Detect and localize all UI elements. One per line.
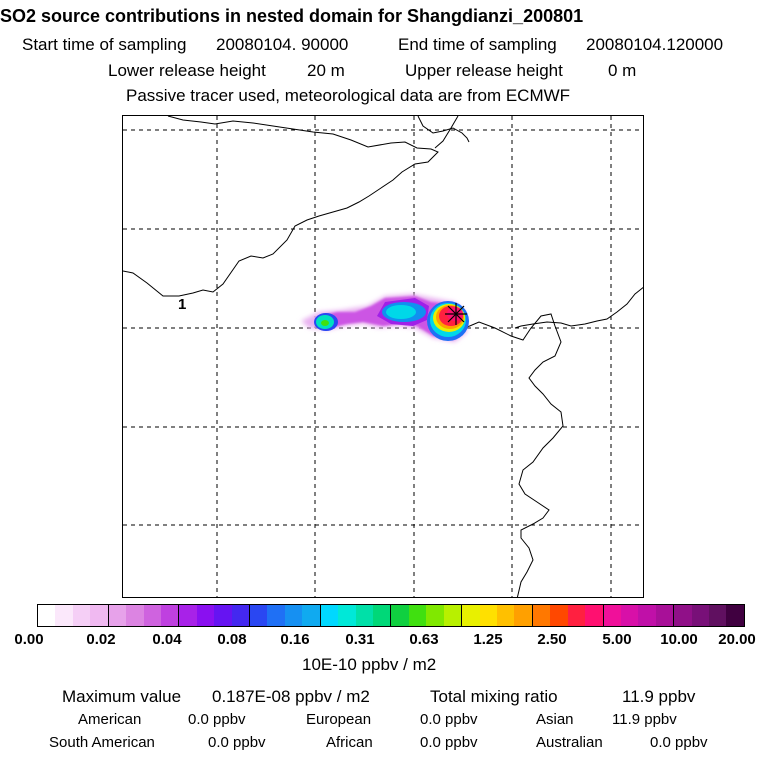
color-scale-swatch bbox=[585, 605, 604, 626]
color-scale-swatch bbox=[496, 605, 515, 626]
color-scale-swatch bbox=[72, 605, 91, 626]
color-scale-swatch bbox=[550, 605, 568, 626]
tracer-plume bbox=[301, 294, 469, 342]
color-scale-swatch bbox=[355, 605, 374, 626]
color-scale-swatch bbox=[214, 605, 232, 626]
color-scale-swatch bbox=[726, 605, 744, 626]
border-line bbox=[123, 116, 439, 297]
scale-tick-label: 5.00 bbox=[602, 631, 632, 648]
start-time-value: 20080104. 90000 bbox=[216, 35, 349, 54]
color-scale-swatch bbox=[426, 605, 444, 626]
color-scale-swatch bbox=[620, 605, 639, 626]
color-scale-swatch bbox=[479, 605, 497, 626]
region-name: African bbox=[326, 734, 373, 751]
region-name: Australian bbox=[536, 734, 603, 751]
border-line bbox=[514, 286, 643, 329]
color-scale-swatch bbox=[391, 605, 409, 626]
border-line bbox=[417, 116, 470, 143]
region-name: Asian bbox=[536, 711, 574, 728]
color-scale-swatch bbox=[231, 605, 251, 626]
plume-band bbox=[321, 320, 329, 326]
scale-tick-label: 2.50 bbox=[537, 631, 567, 648]
color-scale-swatch bbox=[638, 605, 656, 626]
scale-tick-label: 0.63 bbox=[409, 631, 439, 648]
color-scale-swatch bbox=[196, 605, 215, 626]
figure-title: SO2 source contributions in nested domai… bbox=[0, 6, 584, 26]
coastline bbox=[452, 313, 564, 597]
model-note: Passive tracer used, meteorological data… bbox=[126, 86, 571, 105]
total-mixing-label: Total mixing ratio bbox=[430, 687, 558, 706]
scale-tick-label: 0.08 bbox=[217, 631, 247, 648]
color-scale-swatch bbox=[674, 605, 692, 626]
color-scale-swatch bbox=[532, 605, 551, 626]
color-scale-swatch bbox=[408, 605, 427, 626]
color-scale-bar bbox=[37, 604, 745, 627]
region-name: American bbox=[78, 711, 142, 728]
max-value-label: Maximum value bbox=[62, 687, 182, 706]
region-value: 0.0 ppbv bbox=[188, 711, 246, 728]
lower-height-value: 20 m bbox=[307, 61, 345, 80]
map-canvas: 1 bbox=[123, 116, 643, 597]
total-mixing-value: 11.9 ppbv bbox=[622, 687, 696, 706]
color-scale-swatch bbox=[160, 605, 180, 626]
scale-unit: 10E-10 ppbv / m2 bbox=[302, 655, 437, 674]
scale-tick-label: 0.02 bbox=[86, 631, 116, 648]
color-scale-swatch bbox=[267, 605, 285, 626]
boundary-lines bbox=[123, 116, 643, 597]
upper-height-value: 0 m bbox=[608, 61, 637, 80]
region-value: 0.0 ppbv bbox=[208, 734, 266, 751]
color-scale-swatch bbox=[108, 605, 127, 626]
scale-tick-label: 0.16 bbox=[280, 631, 310, 648]
border-line bbox=[434, 116, 459, 149]
color-scale-swatch bbox=[38, 605, 56, 626]
region-name: South American bbox=[49, 734, 155, 751]
grid-lines bbox=[123, 116, 643, 597]
color-scale-swatch bbox=[320, 605, 339, 626]
upper-height-label: Upper release height bbox=[405, 61, 563, 80]
max-value: 0.187E-08 ppbv / m2 bbox=[212, 687, 370, 706]
scale-tick-label: 1.25 bbox=[473, 631, 503, 648]
color-scale-swatch bbox=[373, 605, 392, 626]
region-value: 0.0 ppbv bbox=[420, 711, 478, 728]
color-scale-swatch bbox=[90, 605, 109, 626]
region-value: 11.9 ppbv bbox=[612, 711, 677, 728]
plume-band bbox=[386, 305, 416, 319]
color-scale-swatch bbox=[338, 605, 356, 626]
color-scale-swatch bbox=[655, 605, 675, 626]
station-marker-icon bbox=[445, 303, 467, 325]
color-scale-swatch bbox=[143, 605, 161, 626]
scale-tick-label: 20.00 bbox=[718, 631, 756, 648]
end-time-label: End time of sampling bbox=[398, 35, 557, 54]
scale-tick-label: 0.00 bbox=[14, 631, 44, 648]
color-scale-swatch bbox=[603, 605, 621, 626]
color-scale-swatch bbox=[179, 605, 197, 626]
region-value: 0.0 ppbv bbox=[650, 734, 708, 751]
region-value: 0.0 ppbv bbox=[420, 734, 478, 751]
color-scale-swatch bbox=[126, 605, 144, 626]
scale-tick-label: 10.00 bbox=[660, 631, 698, 648]
color-scale-swatch bbox=[691, 605, 710, 626]
color-scale-swatch bbox=[55, 605, 73, 626]
map-panel: 1 bbox=[122, 115, 644, 598]
color-scale-swatch bbox=[284, 605, 303, 626]
region-name: European bbox=[306, 711, 372, 728]
end-time-value: 20080104.120000 bbox=[586, 35, 724, 54]
color-scale-swatch bbox=[302, 605, 321, 626]
lower-height-label: Lower release height bbox=[108, 61, 266, 80]
color-scale-swatch bbox=[443, 605, 463, 626]
color-scale-swatch bbox=[709, 605, 727, 626]
scale-tick-label: 0.04 bbox=[152, 631, 182, 648]
map-region-label: 1 bbox=[178, 296, 186, 313]
color-scale-swatch bbox=[462, 605, 480, 626]
color-scale-swatch bbox=[567, 605, 586, 626]
color-scale-swatch bbox=[250, 605, 268, 626]
scale-tick-label: 0.31 bbox=[345, 631, 375, 648]
start-time-label: Start time of sampling bbox=[22, 35, 187, 54]
color-scale-swatch bbox=[514, 605, 533, 626]
